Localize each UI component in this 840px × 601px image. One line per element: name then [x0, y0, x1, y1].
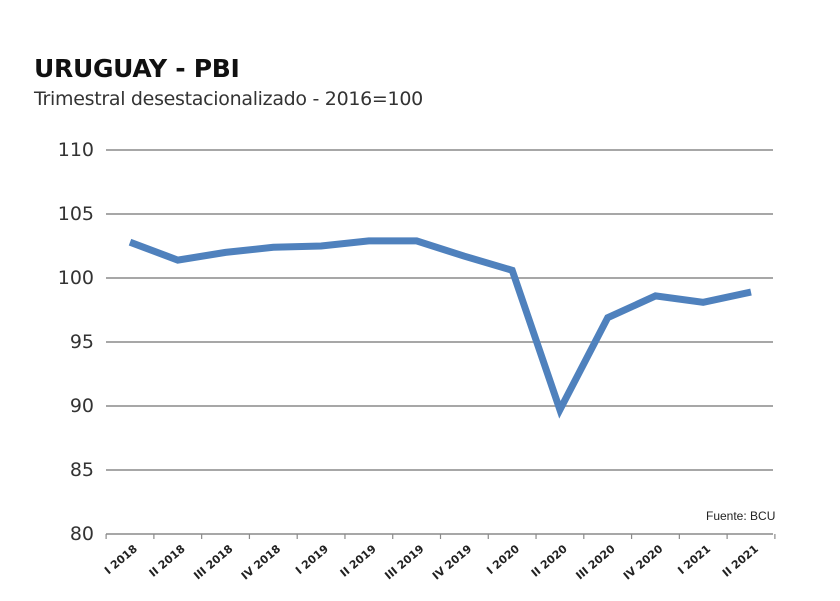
x-tick-label: I 2020 — [484, 542, 522, 577]
x-tick-label: I 2018 — [102, 542, 140, 577]
series-line — [128, 237, 752, 419]
y-tick-label: 85 — [70, 459, 94, 481]
y-tick-label: 95 — [70, 331, 94, 353]
y-tick-label: 105 — [58, 203, 94, 225]
source-note: Fuente: BCU — [706, 509, 776, 523]
y-axis: 80 85 90 95 100 105 110 — [58, 139, 94, 545]
x-tick-label: IV 2020 — [621, 542, 666, 582]
x-tick-label: II 2018 — [147, 542, 188, 579]
y-tick-label: 100 — [58, 267, 94, 289]
x-tick-label: I 2019 — [293, 542, 331, 577]
x-tick-label: II 2019 — [338, 542, 379, 579]
x-tick-label: III 2019 — [382, 542, 426, 582]
chart-subtitle: Trimestral desestacionalizado - 2016=100 — [34, 88, 423, 110]
x-axis: I 2018 II 2018 III 2018 IV 2018 I 2019 II 201… — [102, 534, 776, 583]
x-tick-label: I 2021 — [675, 542, 713, 577]
grid-lines — [106, 149, 773, 535]
x-tick-label: III 2020 — [573, 542, 617, 582]
y-tick-label: 80 — [70, 523, 94, 545]
x-tick-label: III 2018 — [191, 542, 235, 582]
series-layer — [128, 237, 752, 419]
x-tick-label: IV 2019 — [430, 542, 474, 582]
y-tick-label: 90 — [70, 395, 94, 417]
chart-title: URUGUAY - PBI — [34, 54, 240, 83]
x-tick-label: IV 2018 — [239, 542, 283, 582]
x-tick-label: II 2021 — [720, 542, 761, 579]
y-tick-label: 110 — [58, 139, 94, 161]
x-tick-label: II 2020 — [529, 542, 570, 580]
